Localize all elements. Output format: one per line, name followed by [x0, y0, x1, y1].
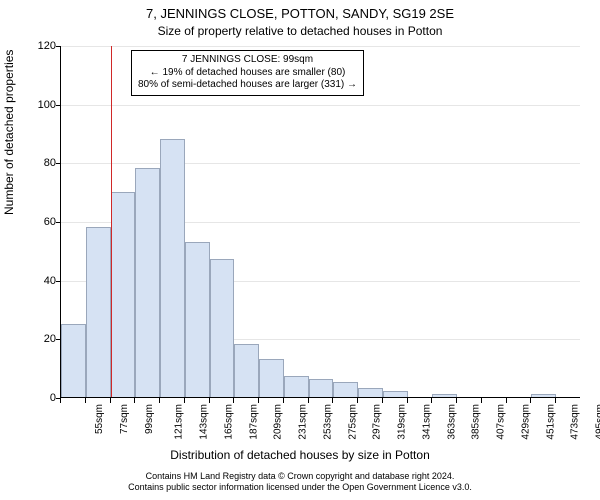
plot-area: 7 JENNINGS CLOSE: 99sqm← 19% of detached…: [60, 46, 580, 398]
x-tick-mark: [159, 398, 160, 403]
x-tick-label: 341sqm: [421, 404, 432, 440]
attribution: Contains HM Land Registry data © Crown c…: [0, 471, 600, 493]
gridline: [61, 46, 580, 47]
x-tick-label: 297sqm: [372, 404, 383, 440]
x-tick-mark: [184, 398, 185, 403]
x-tick-mark: [134, 398, 135, 403]
infobox-line-3: 80% of semi-detached houses are larger (…: [138, 79, 357, 92]
x-tick-mark: [85, 398, 86, 403]
histogram-bar: [531, 394, 556, 397]
x-tick-label: 275sqm: [347, 404, 358, 440]
x-tick-label: 473sqm: [570, 404, 581, 440]
y-tick-label: 20: [8, 333, 56, 345]
y-axis-label: Number of detached properties: [2, 50, 16, 215]
y-tick-label: 120: [8, 40, 56, 52]
x-tick-mark: [431, 398, 432, 403]
x-tick-label: 77sqm: [119, 404, 130, 434]
y-tick-label: 40: [8, 275, 56, 287]
infobox-line-1: 7 JENNINGS CLOSE: 99sqm: [138, 54, 357, 67]
x-tick-label: 165sqm: [223, 404, 234, 440]
x-tick-label: 451sqm: [545, 404, 556, 440]
x-tick-mark: [456, 398, 457, 403]
y-tick-label: 100: [8, 99, 56, 111]
x-tick-mark: [209, 398, 210, 403]
x-tick-mark: [555, 398, 556, 403]
y-tick-label: 0: [8, 392, 56, 404]
attribution-line-2: Contains public sector information licen…: [0, 482, 600, 493]
histogram-bar: [185, 242, 210, 397]
histogram-bar: [333, 382, 358, 397]
gridline: [61, 105, 580, 106]
chart-title: 7, JENNINGS CLOSE, POTTON, SANDY, SG19 2…: [0, 6, 600, 21]
histogram-bar: [86, 227, 111, 397]
infobox-line-2: ← 19% of detached houses are smaller (80…: [138, 67, 357, 80]
x-tick-mark: [481, 398, 482, 403]
chart-subtitle: Size of property relative to detached ho…: [0, 24, 600, 38]
attribution-line-1: Contains HM Land Registry data © Crown c…: [0, 471, 600, 482]
histogram-bar: [309, 379, 334, 397]
x-tick-mark: [530, 398, 531, 403]
histogram-bar: [160, 139, 185, 397]
histogram-bar: [358, 388, 383, 397]
histogram-bar: [432, 394, 457, 397]
x-tick-mark: [407, 398, 408, 403]
x-tick-label: 187sqm: [248, 404, 259, 440]
x-tick-mark: [357, 398, 358, 403]
x-tick-mark: [283, 398, 284, 403]
property-marker-line: [111, 46, 112, 397]
histogram-bar: [284, 376, 309, 397]
x-tick-label: 99sqm: [144, 404, 155, 434]
x-tick-mark: [233, 398, 234, 403]
histogram-bar: [234, 344, 259, 397]
gridline: [61, 163, 580, 164]
histogram-bar: [135, 168, 160, 397]
y-tick-label: 60: [8, 216, 56, 228]
x-tick-label: 55sqm: [94, 404, 105, 434]
x-tick-mark: [258, 398, 259, 403]
x-tick-label: 253sqm: [322, 404, 333, 440]
histogram-bar: [383, 391, 408, 397]
histogram-bar: [61, 324, 86, 397]
x-tick-label: 407sqm: [496, 404, 507, 440]
x-axis-label: Distribution of detached houses by size …: [0, 448, 600, 462]
x-tick-label: 209sqm: [273, 404, 284, 440]
y-tick-label: 80: [8, 157, 56, 169]
x-tick-label: 495sqm: [595, 404, 600, 440]
x-tick-label: 429sqm: [521, 404, 532, 440]
x-tick-mark: [332, 398, 333, 403]
x-tick-mark: [110, 398, 111, 403]
x-tick-label: 319sqm: [397, 404, 408, 440]
x-tick-label: 231sqm: [298, 404, 309, 440]
x-tick-label: 363sqm: [446, 404, 457, 440]
x-tick-mark: [382, 398, 383, 403]
x-tick-mark: [308, 398, 309, 403]
histogram-bar: [259, 359, 284, 397]
x-tick-label: 143sqm: [199, 404, 210, 440]
histogram-bar: [111, 192, 136, 397]
x-tick-label: 121sqm: [174, 404, 185, 440]
histogram-bar: [210, 259, 235, 397]
x-tick-label: 385sqm: [471, 404, 482, 440]
x-tick-mark: [60, 398, 61, 403]
chart-container: 7, JENNINGS CLOSE, POTTON, SANDY, SG19 2…: [0, 0, 600, 500]
x-tick-mark: [506, 398, 507, 403]
property-infobox: 7 JENNINGS CLOSE: 99sqm← 19% of detached…: [131, 50, 364, 96]
